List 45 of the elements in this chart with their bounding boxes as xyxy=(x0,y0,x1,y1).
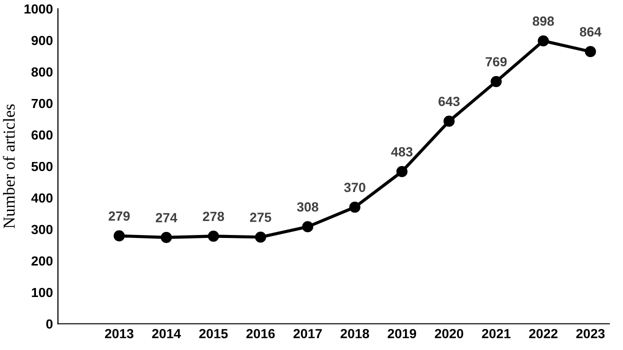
x-tick-label: 2017 xyxy=(293,328,322,338)
y-tick-label: 500 xyxy=(31,162,53,172)
point xyxy=(584,46,596,58)
point xyxy=(302,221,314,232)
point xyxy=(114,230,125,242)
x-tick-label: 2014 xyxy=(152,328,181,338)
point xyxy=(349,202,360,213)
x-tick-label: 2015 xyxy=(199,328,228,338)
point xyxy=(255,232,266,243)
x-tick-label: 2016 xyxy=(246,328,275,338)
y-tick-label: 600 xyxy=(32,130,53,140)
data-label: 643 xyxy=(438,96,460,106)
data-label: 279 xyxy=(108,211,130,221)
point xyxy=(444,116,455,127)
point xyxy=(396,166,408,178)
x-tick-label: 2018 xyxy=(340,328,370,338)
x-tick-label: 2019 xyxy=(388,328,416,338)
y-tick-label: 700 xyxy=(32,98,53,108)
data-label: 275 xyxy=(250,212,272,222)
y-tick-label: 100 xyxy=(32,288,53,298)
point xyxy=(208,230,220,242)
point xyxy=(490,76,502,88)
y-tick-label: 400 xyxy=(31,193,53,203)
data-label: 898 xyxy=(532,16,554,26)
y-tick-label: 0 xyxy=(46,319,53,329)
x-tick-label: 2021 xyxy=(482,328,511,338)
y-axis-title: Number of articles xyxy=(2,104,15,228)
point xyxy=(538,35,549,46)
x-tick-label: 2020 xyxy=(434,328,464,338)
x-tick-label: 2023 xyxy=(576,328,605,338)
data-label: 274 xyxy=(156,212,178,222)
point xyxy=(160,232,172,243)
y-tick-label: 800 xyxy=(31,67,53,77)
y-tick-label: 1000 xyxy=(24,4,53,14)
data-label: 864 xyxy=(580,27,602,36)
data-label: 769 xyxy=(486,57,507,66)
data-label: 278 xyxy=(202,212,224,222)
y-tick-label: 300 xyxy=(31,224,53,234)
x-tick-label: 2013 xyxy=(104,328,134,338)
x-tick-label: 2022 xyxy=(529,328,558,338)
y-tick-label: 900 xyxy=(32,36,53,46)
y-tick-label: 200 xyxy=(32,256,53,266)
data-label: 370 xyxy=(344,182,366,192)
data-label: 308 xyxy=(296,202,318,212)
data-label: 483 xyxy=(391,147,412,157)
